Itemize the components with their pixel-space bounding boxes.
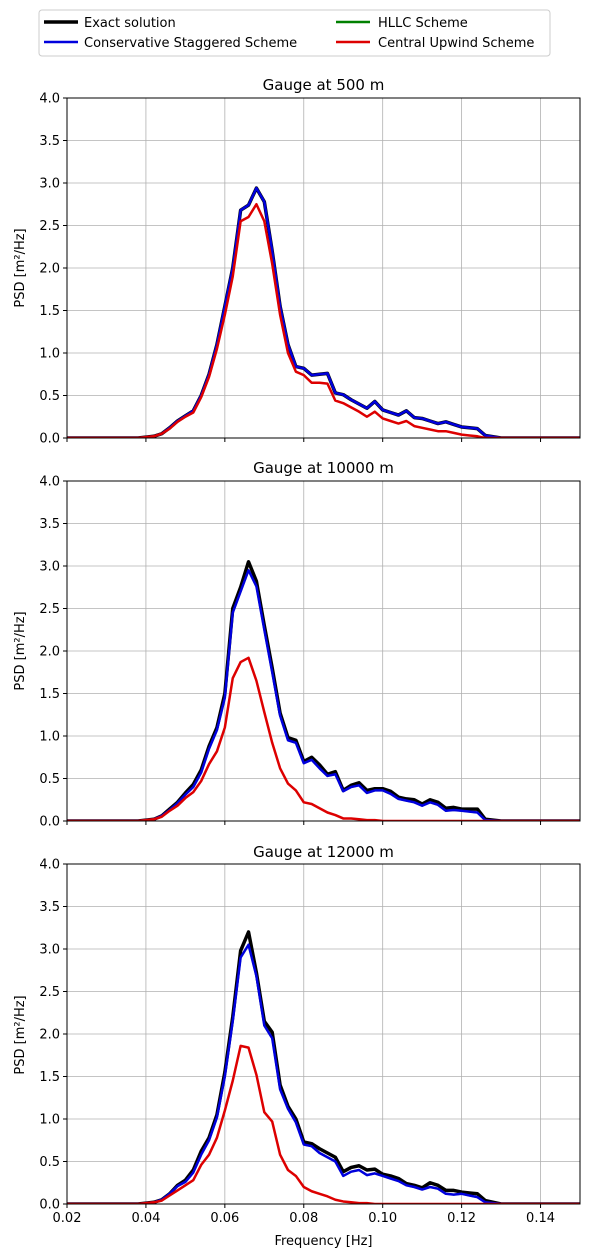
- y-tick-label: 3.0: [39, 943, 60, 958]
- y-tick-label: 0.5: [39, 389, 60, 404]
- series-line-central-upwind-scheme: [67, 203, 580, 438]
- x-tick-label: 0.04: [131, 1211, 160, 1226]
- y-tick-label: 0.0: [39, 432, 60, 447]
- y-tick-label: 3.0: [39, 560, 60, 575]
- y-tick-label: 3.0: [39, 177, 60, 192]
- y-tick-label: 2.5: [39, 985, 60, 1000]
- y-tick-label: 1.5: [39, 1070, 60, 1085]
- y-tick-label: 2.0: [39, 1028, 60, 1043]
- y-tick-label: 1.0: [39, 347, 60, 362]
- y-tick-label: 1.0: [39, 1113, 60, 1128]
- panel-gauge-500: Gauge at 500 m PSD [m²/Hz] 0.0 0.5 1.0 1.5 2…: [13, 76, 581, 447]
- y-tick-label: 1.5: [39, 687, 60, 702]
- legend-label-staggered: Conservative Staggered Scheme: [84, 36, 297, 51]
- legend: Exact solution HLLC Scheme Conservative …: [38, 9, 551, 57]
- y-tick-label: 4.0: [39, 92, 60, 107]
- y-tick-label: 3.5: [39, 517, 60, 532]
- legend-label-hllc: HLLC Scheme: [378, 16, 468, 31]
- series-line-central-upwind-scheme: [67, 1044, 580, 1204]
- series-line-conservative-staggered-scheme: [67, 943, 580, 1204]
- y-tick-label: 4.0: [39, 475, 60, 490]
- y-axis-label: PSD [m²/Hz]: [13, 228, 28, 307]
- legend-frame: [38, 9, 551, 57]
- y-axis-label: PSD [m²/Hz]: [13, 995, 28, 1074]
- panel-title: Gauge at 12000 m: [253, 843, 394, 861]
- legend-label-central-upwind: Central Upwind Scheme: [378, 36, 534, 51]
- legend-label-exact: Exact solution: [84, 16, 176, 31]
- panel-title: Gauge at 10000 m: [253, 459, 394, 477]
- panel-gauge-12000: Gauge at 12000 m PSD [m²/Hz] 0.0 0.5 1.0 1.…: [13, 843, 581, 1226]
- y-tick-label: 3.5: [39, 900, 60, 915]
- y-axis-label: PSD [m²/Hz]: [13, 611, 28, 690]
- panel-title: Gauge at 500 m: [263, 76, 385, 94]
- y-tick-label: 0.5: [39, 1155, 60, 1170]
- y-tick-label: 2.5: [39, 602, 60, 617]
- plot-area: 0.0 0.5 1.0 1.5 2.0 2.5 3.0 3.5 4.0 0.02 0.04 0.06 0…: [39, 858, 581, 1226]
- x-tick-label: 0.14: [526, 1211, 555, 1226]
- series-line-central-upwind-scheme: [67, 656, 580, 821]
- x-tick-label: 0.10: [368, 1211, 397, 1226]
- x-tick-label: 0.06: [210, 1211, 239, 1226]
- x-tick-label: 0.12: [447, 1211, 476, 1226]
- y-tick-label: 0.0: [39, 815, 60, 830]
- panel-gauge-10000: Gauge at 10000 m PSD [m²/Hz] 0.0 0.5 1.0 1.…: [13, 459, 581, 830]
- x-tick-label: 0.08: [289, 1211, 318, 1226]
- series-lines: [67, 186, 580, 438]
- series-lines: [67, 930, 580, 1204]
- y-tick-label: 1.5: [39, 304, 60, 319]
- y-tick-label: 2.0: [39, 262, 60, 277]
- plot-area: 0.0 0.5 1.0 1.5 2.0 2.5 3.0 3.5 4.0: [39, 475, 581, 830]
- y-tick-label: 2.0: [39, 645, 60, 660]
- series-lines: [67, 560, 580, 821]
- y-tick-label: 4.0: [39, 858, 60, 873]
- y-tick-label: 0.5: [39, 772, 60, 787]
- plot-area: 0.0 0.5 1.0 1.5 2.0 2.5 3.0 3.5 4.0: [39, 92, 581, 447]
- y-tick-label: 0.0: [39, 1198, 60, 1213]
- series-line-conservative-staggered-scheme: [67, 569, 580, 821]
- x-axis-label: Frequency [Hz]: [274, 1234, 372, 1249]
- y-tick-label: 2.5: [39, 219, 60, 234]
- x-tick-label: 0.02: [53, 1211, 82, 1226]
- y-tick-label: 3.5: [39, 134, 60, 149]
- y-tick-label: 1.0: [39, 730, 60, 745]
